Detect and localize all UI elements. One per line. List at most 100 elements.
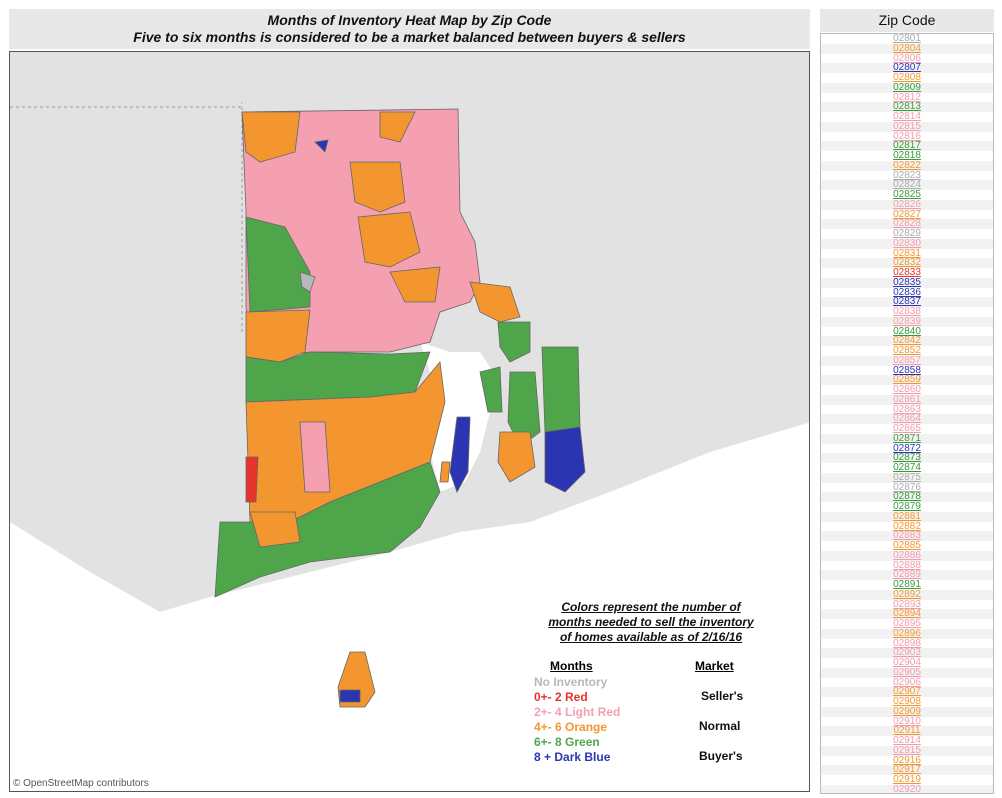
zip-list-item[interactable]: 02824	[821, 180, 993, 190]
zip-list-item[interactable]: 02916	[893, 755, 921, 766]
zip-area[interactable]	[214, 461, 441, 598]
zip-area[interactable]	[357, 211, 421, 268]
zip-area-dark-blue[interactable]	[449, 416, 471, 493]
zip-list-item[interactable]: 02840	[893, 326, 921, 337]
zip-list-item[interactable]: 02827	[893, 209, 921, 220]
zip-area[interactable]	[439, 461, 451, 483]
zip-area[interactable]	[299, 421, 331, 493]
zip-area[interactable]	[349, 161, 406, 213]
zip-list-item[interactable]: 02865	[893, 424, 921, 434]
zip-list-item[interactable]: 02831	[893, 248, 921, 259]
zip-list-item[interactable]: 02888	[893, 560, 921, 571]
zip-list-item[interactable]: 02808	[893, 73, 921, 83]
zip-list-item[interactable]: 02829	[893, 229, 921, 239]
zip-list-item[interactable]: 02807	[821, 63, 993, 73]
zip-list-item[interactable]: 02818	[893, 151, 921, 161]
zip-list-item[interactable]: 02894	[821, 609, 993, 619]
zip-list-item[interactable]: 02905	[821, 667, 993, 678]
zip-area[interactable]	[479, 366, 503, 413]
zip-list-item[interactable]: 02898	[893, 638, 921, 649]
zip-list-item[interactable]: 02914	[893, 736, 921, 746]
zip-list-item[interactable]: 02864	[821, 414, 993, 424]
zip-filter-list[interactable]: 02801 02804 02806 02807 02808 02809 02812 02813…	[820, 33, 994, 794]
map-area[interactable]: © OpenStreetMap contributors Colors repr…	[9, 51, 810, 792]
zip-list-item[interactable]: 02911	[821, 726, 993, 736]
zip-list-item[interactable]: 02879	[893, 502, 921, 512]
zip-list-item[interactable]: 02903	[821, 648, 993, 658]
zip-list-item[interactable]: 02859	[821, 375, 993, 385]
zip-list-item[interactable]: 02860	[893, 385, 921, 395]
zip-list-item[interactable]: 02861	[821, 394, 993, 405]
zip-list-item[interactable]: 02881	[821, 511, 993, 522]
zip-area-dark-blue[interactable]	[314, 139, 329, 153]
zip-list-item[interactable]: 02816	[893, 131, 921, 142]
zip-area[interactable]	[241, 111, 301, 163]
zip-area[interactable]	[497, 431, 536, 483]
zip-list-item[interactable]: 02842	[821, 336, 993, 346]
zip-list-item[interactable]: 02886	[821, 550, 993, 561]
zip-list-item[interactable]: 02874	[893, 463, 921, 473]
zip-area[interactable]	[245, 309, 311, 363]
zip-list-item[interactable]: 02871	[821, 433, 993, 444]
zip-list-item[interactable]: 02838	[893, 307, 921, 317]
zip-area[interactable]	[249, 511, 301, 548]
zip-list-item[interactable]: 02809	[821, 82, 993, 93]
zip-area[interactable]	[497, 321, 531, 363]
zip-list-item[interactable]: 02907	[821, 687, 993, 697]
zip-area[interactable]	[389, 266, 441, 303]
zip-list-item[interactable]: 02833	[893, 268, 921, 278]
zip-list-item[interactable]: 02873	[821, 453, 993, 463]
zip-list-item[interactable]: 02920	[821, 784, 993, 793]
zip-list-item[interactable]: 02839	[821, 316, 993, 327]
zip-list-item[interactable]: 02857	[821, 355, 993, 366]
zip-list-item[interactable]: 02813	[821, 102, 993, 112]
zip-list-item[interactable]: 02891	[893, 580, 921, 590]
zip-area-red[interactable]	[245, 456, 259, 503]
zip-list-item[interactable]: 02909	[821, 706, 993, 717]
zip-list-item[interactable]: 02817	[821, 141, 993, 151]
zip-area-dark-blue[interactable]	[544, 426, 586, 493]
zip-list-item[interactable]: 02852	[893, 346, 921, 356]
zip-list-item[interactable]: 02906	[893, 677, 921, 688]
zip-list-item[interactable]: 02896	[821, 628, 993, 639]
zip-list-item[interactable]: 02882	[893, 521, 921, 532]
zip-list-item[interactable]: 02883	[821, 531, 993, 541]
zip-list-item[interactable]: 02910	[893, 716, 921, 727]
zip-list-item[interactable]: 02822	[821, 160, 993, 171]
zip-list-item[interactable]: 02806	[893, 53, 921, 64]
zip-list-item[interactable]: 02812	[893, 92, 921, 103]
zip-area[interactable]	[379, 111, 416, 143]
zip-list-item[interactable]: 02919	[893, 775, 921, 785]
zip-list-item[interactable]: 02863	[893, 404, 921, 415]
zip-list-item[interactable]: 02823	[893, 170, 921, 181]
zip-area-no-inventory[interactable]	[299, 271, 316, 293]
zip-list-item[interactable]: 02832	[821, 258, 993, 268]
zip-list-item[interactable]: 02830	[821, 238, 993, 249]
zip-list-item[interactable]: 02892	[821, 589, 993, 600]
zip-list-item[interactable]: 02893	[893, 599, 921, 610]
zip-list-item[interactable]: 02836	[893, 287, 921, 298]
rhode-island-map[interactable]	[10, 52, 810, 792]
zip-list-item[interactable]: 02885	[893, 541, 921, 551]
zip-list-item[interactable]: 02804	[821, 43, 993, 54]
zip-list-item[interactable]: 02878	[821, 492, 993, 502]
zip-list-item[interactable]: 02835	[821, 277, 993, 288]
zip-list-item[interactable]: 02908	[893, 697, 921, 707]
zip-list-item[interactable]: 02801	[893, 34, 921, 44]
zip-list-item[interactable]: 02826	[821, 199, 993, 210]
zip-list-item[interactable]: 02889	[821, 570, 993, 580]
zip-list-item[interactable]: 02904	[893, 658, 921, 668]
zip-list-item[interactable]: 02828	[821, 219, 993, 229]
osm-attribution[interactable]: © OpenStreetMap contributors	[13, 778, 149, 789]
zip-list-item[interactable]: 02872	[893, 443, 921, 454]
zip-list-item[interactable]: 02895	[893, 619, 921, 629]
zip-area[interactable]	[469, 281, 521, 323]
zip-list-item[interactable]: 02814	[893, 112, 921, 122]
zip-area-dark-blue[interactable]	[339, 689, 361, 703]
zip-list-item[interactable]: 02876	[893, 482, 921, 493]
zip-list-item[interactable]: 02915	[821, 745, 993, 756]
zip-list-item[interactable]: 02825	[893, 190, 921, 200]
zip-area[interactable]	[541, 346, 581, 433]
zip-list-item[interactable]: 02815	[821, 121, 993, 132]
zip-list-item[interactable]: 02875	[821, 472, 993, 483]
